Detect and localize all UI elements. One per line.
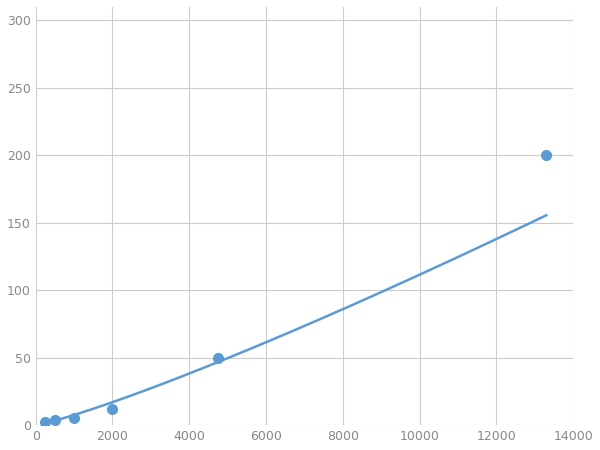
- Point: [213, 354, 223, 361]
- Point: [69, 415, 79, 422]
- Point: [50, 416, 59, 423]
- Point: [107, 405, 117, 413]
- Point: [542, 152, 551, 159]
- Point: [40, 419, 50, 426]
